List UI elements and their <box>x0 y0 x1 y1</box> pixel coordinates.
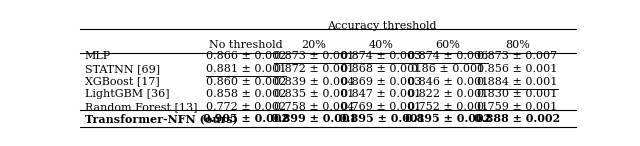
Text: 0.839 ± 0.004: 0.839 ± 0.004 <box>274 77 355 87</box>
Text: 0.905 ± 0.002: 0.905 ± 0.002 <box>203 113 289 124</box>
Text: 0.752 ± 0.001: 0.752 ± 0.001 <box>408 102 488 112</box>
Text: Accuracy threshold: Accuracy threshold <box>327 21 436 31</box>
Text: 0.888 ± 0.002: 0.888 ± 0.002 <box>474 113 561 124</box>
Text: 0.769 ± 0.001: 0.769 ± 0.001 <box>342 102 422 112</box>
Text: 0.874 ± 0.003: 0.874 ± 0.003 <box>342 51 422 61</box>
Text: 0.881 ± 0.001: 0.881 ± 0.001 <box>206 64 286 74</box>
Text: Random Forest [13]: Random Forest [13] <box>85 102 198 112</box>
Text: LightGBM [36]: LightGBM [36] <box>85 89 170 99</box>
Text: 0.758 ± 0.004: 0.758 ± 0.004 <box>274 102 354 112</box>
Text: 0.868 ± 0.001: 0.868 ± 0.001 <box>341 64 422 74</box>
Text: 0.872 ± 0.001: 0.872 ± 0.001 <box>274 64 354 74</box>
Text: 0.847 ± 0.001: 0.847 ± 0.001 <box>342 89 422 99</box>
Text: 40%: 40% <box>369 40 394 50</box>
Text: 0.858 ± 0.002: 0.858 ± 0.002 <box>206 89 286 99</box>
Text: 0.860 ± 0.002: 0.860 ± 0.002 <box>206 77 286 87</box>
Text: 60%: 60% <box>436 40 460 50</box>
Text: 0.895 ± 0.001: 0.895 ± 0.001 <box>339 113 424 124</box>
Text: 0.846 ± 0.001: 0.846 ± 0.001 <box>408 77 488 87</box>
Text: 0.759 ± 0.001: 0.759 ± 0.001 <box>477 102 557 112</box>
Text: 0.772 ± 0.002: 0.772 ± 0.002 <box>206 102 286 112</box>
Text: 0.873 ± 0.007: 0.873 ± 0.007 <box>477 51 557 61</box>
Text: 0.895 ± 0.002: 0.895 ± 0.002 <box>405 113 491 124</box>
Text: MLP: MLP <box>85 51 111 61</box>
Text: 0.866 ± 0.002: 0.866 ± 0.002 <box>206 51 286 61</box>
Text: 0.835 ± 0.001: 0.835 ± 0.001 <box>274 89 355 99</box>
Text: 20%: 20% <box>301 40 326 50</box>
Text: STATNN [69]: STATNN [69] <box>85 64 160 74</box>
Text: 80%: 80% <box>505 40 530 50</box>
Text: 0.884 ± 0.001: 0.884 ± 0.001 <box>477 77 557 87</box>
Text: Transformer-NFN (ours): Transformer-NFN (ours) <box>85 113 238 124</box>
Text: 0.856 ± 0.001: 0.856 ± 0.001 <box>477 64 557 74</box>
Text: 0.869 ± 0.003: 0.869 ± 0.003 <box>341 77 422 87</box>
Text: 0.874 ± 0.006: 0.874 ± 0.006 <box>408 51 488 61</box>
Text: 0.873 ± 0.001: 0.873 ± 0.001 <box>274 51 354 61</box>
Text: 0.830 ± 0.001: 0.830 ± 0.001 <box>477 89 557 99</box>
Text: XGBoost [17]: XGBoost [17] <box>85 77 160 87</box>
Text: 0.86 ± 0.001: 0.86 ± 0.001 <box>412 64 484 74</box>
Text: 0.822 ± 0.001: 0.822 ± 0.001 <box>408 89 488 99</box>
Text: No threshold: No threshold <box>209 40 283 50</box>
Text: 0.899 ± 0.001: 0.899 ± 0.001 <box>271 113 357 124</box>
